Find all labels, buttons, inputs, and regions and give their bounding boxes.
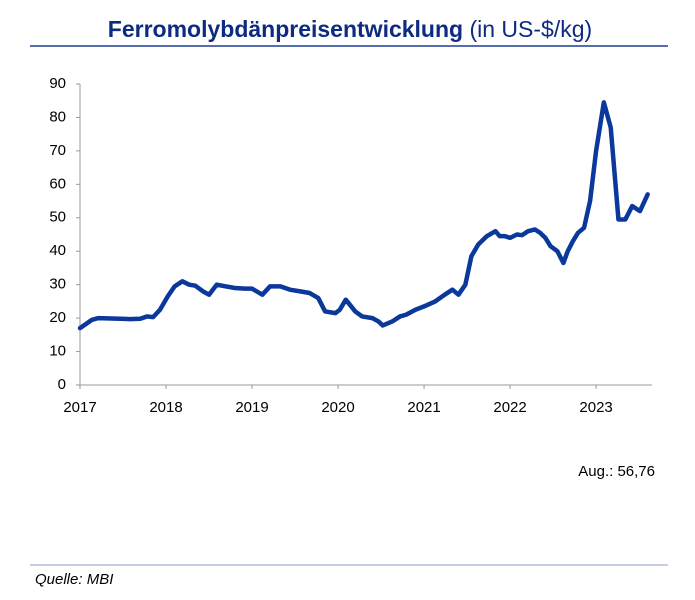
- x-tick-label: 2018: [149, 399, 182, 416]
- y-tick-label: 0: [58, 376, 66, 393]
- chart-title: Ferromolybdänpreisentwicklung: [108, 16, 463, 42]
- y-tick-label: 60: [49, 175, 66, 192]
- source: Quelle: MBI: [35, 571, 113, 588]
- x-tick-label: 2022: [493, 399, 526, 416]
- annotation: Aug.: 56,76: [578, 463, 655, 480]
- y-tick-label: 10: [49, 343, 66, 360]
- y-tick-label: 80: [49, 108, 66, 125]
- y-tick-label: 30: [49, 276, 66, 293]
- y-tick-label: 40: [49, 242, 66, 259]
- chart-subtitle: (in US-$/kg): [469, 16, 592, 42]
- y-tick-label: 50: [49, 209, 66, 226]
- y-tick-label: 90: [49, 75, 66, 92]
- y-tick-label: 20: [49, 309, 66, 326]
- x-tick-label: 2023: [579, 399, 612, 416]
- y-tick-label: 70: [49, 142, 66, 159]
- x-tick-label: 2021: [407, 399, 440, 416]
- x-tick-label: 2019: [235, 399, 268, 416]
- x-tick-label: 2017: [63, 399, 96, 416]
- price-line: [77, 100, 650, 331]
- x-tick-label: 2020: [321, 399, 354, 416]
- chart-heading: Ferromolybdänpreisentwicklung (in US-$/k…: [108, 16, 592, 42]
